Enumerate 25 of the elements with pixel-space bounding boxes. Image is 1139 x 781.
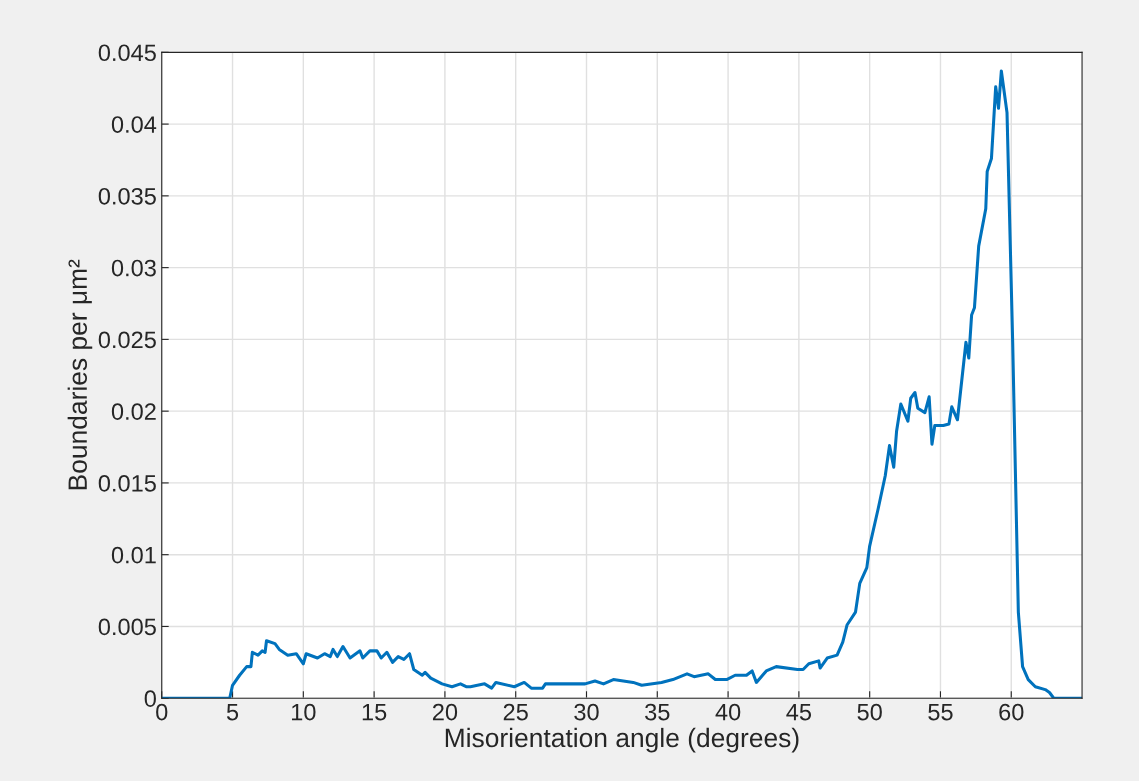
x-tick-label: 25	[503, 703, 528, 721]
y-tick-label: 0.015	[98, 474, 156, 492]
x-axis-title: Misorientation angle (degrees)	[445, 727, 799, 753]
x-tick-label: 55	[928, 703, 953, 721]
y-tick-label: 0.045	[98, 44, 156, 62]
x-tick-label: 30	[574, 703, 599, 721]
x-tick-label: 35	[645, 703, 670, 721]
x-tick-label: 60	[999, 703, 1024, 721]
y-tick-label: 0.01	[111, 546, 156, 564]
x-tick-label: 15	[362, 703, 387, 721]
x-tick-label: 10	[291, 703, 316, 721]
y-axis-title: Boundaries per μm²	[67, 259, 93, 490]
y-tick-label: 0.025	[98, 331, 156, 349]
x-tick-label: 0	[156, 703, 168, 721]
y-tick-label: 0.02	[111, 403, 156, 420]
y-tick-label: 0.035	[98, 187, 156, 205]
y-tick-label: 0.04	[111, 116, 157, 133]
x-tick-label: 50	[857, 703, 882, 721]
x-tick-label: 20	[432, 703, 458, 721]
y-tick-label: 0	[144, 690, 156, 707]
y-tick-label: 0.03	[111, 259, 156, 277]
x-tick-label: 45	[786, 703, 812, 721]
x-tick-label: 40	[715, 703, 741, 721]
x-tick-label: 5	[226, 703, 239, 721]
y-tick-label: 0.005	[98, 618, 156, 636]
